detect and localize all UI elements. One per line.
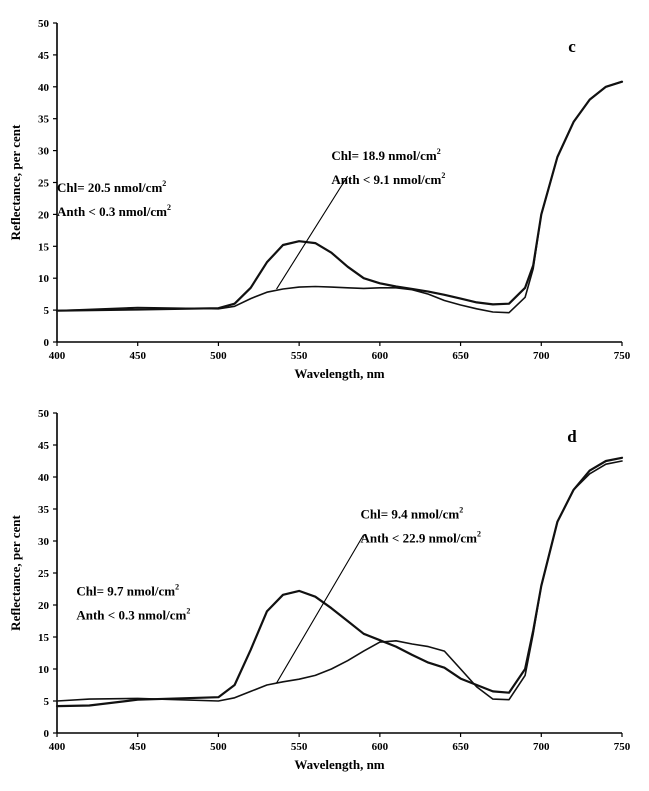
- y-tick-label: 45: [38, 50, 50, 62]
- panel-letter: d: [567, 427, 577, 446]
- x-tick-label: 400: [49, 350, 66, 362]
- y-tick-label: 40: [38, 472, 50, 484]
- x-tick-label: 600: [372, 350, 389, 362]
- x-tick-label: 600: [372, 741, 389, 753]
- y-tick-label: 10: [38, 273, 50, 285]
- series-line-2: [56, 460, 623, 702]
- x-tick-label: 400: [49, 741, 66, 753]
- x-tick-label: 750: [614, 741, 631, 753]
- chart-panel-d: 0 5 10 15 20 25 30 35 40 45 50 400 450 500 550 600 650 70…: [8, 408, 631, 772]
- y-tick-label: 15: [38, 241, 50, 253]
- y-tick-label: 20: [38, 600, 50, 612]
- x-tick-label: 700: [533, 741, 550, 753]
- panel-letter: c: [568, 37, 576, 56]
- y-tick-label: 25: [38, 178, 50, 190]
- y-tick-label: 35: [38, 504, 50, 516]
- annotation-leader-line: [276, 534, 365, 684]
- annotation-anth-2: Anth < 9.1 nmol/cm2: [331, 171, 445, 187]
- y-tick-label: 35: [38, 114, 50, 126]
- y-tick-label: 50: [38, 18, 50, 30]
- x-tick-label: 650: [452, 350, 469, 362]
- y-tick-label: 25: [38, 568, 50, 580]
- y-tick-label: 0: [44, 337, 50, 349]
- y-axis-label: Reflectance, per cent: [8, 124, 23, 240]
- annotation-chl-1: Chl= 9.7 nmol/cm2: [76, 582, 179, 598]
- annotation-anth-2: Anth < 22.9 nmol/cm2: [360, 530, 480, 546]
- x-tick-label: 650: [452, 741, 469, 753]
- y-tick-label: 45: [38, 440, 50, 452]
- chart-panel-c: 0 5 10 15 20 25 30 35 40 45 50 400 450 500 550 600 650 70…: [8, 18, 631, 381]
- x-tick-label: 700: [533, 350, 550, 362]
- y-tick-label: 10: [38, 664, 50, 676]
- series-line-1: [55, 80, 624, 312]
- x-tick-label: 750: [614, 350, 631, 362]
- annotation-anth-1: Anth < 0.3 nmol/cm2: [76, 606, 190, 622]
- y-tick-label: 15: [38, 632, 50, 644]
- x-tick-label: 450: [129, 741, 146, 753]
- annotation-chl-2: Chl= 18.9 nmol/cm2: [331, 147, 440, 163]
- y-tick-label: 20: [38, 209, 50, 221]
- y-tick-label: 50: [38, 408, 50, 420]
- y-tick-label: 0: [44, 728, 50, 740]
- y-axis-label: Reflectance, per cent: [8, 515, 23, 631]
- x-tick-label: 450: [129, 350, 146, 362]
- y-tick-label: 40: [38, 82, 50, 94]
- series-line-1: [55, 456, 624, 708]
- annotation-anth-1: Anth < 0.3 nmol/cm2: [57, 203, 171, 219]
- y-tick-label: 5: [44, 696, 50, 708]
- x-tick-label: 550: [291, 741, 308, 753]
- x-axis-label: Wavelength, nm: [294, 366, 384, 381]
- x-tick-label: 500: [210, 741, 227, 753]
- x-axis-label: Wavelength, nm: [294, 757, 384, 772]
- x-tick-label: 550: [291, 350, 308, 362]
- annotation-chl-1: Chl= 20.5 nmol/cm2: [57, 179, 166, 195]
- y-tick-label: 30: [38, 146, 50, 158]
- annotation-leader-line: [276, 175, 349, 290]
- annotation-chl-2: Chl= 9.4 nmol/cm2: [360, 506, 463, 522]
- y-tick-label: 30: [38, 536, 50, 548]
- x-tick-label: 500: [210, 350, 227, 362]
- series-line-2: [56, 80, 623, 314]
- y-tick-label: 5: [44, 305, 50, 317]
